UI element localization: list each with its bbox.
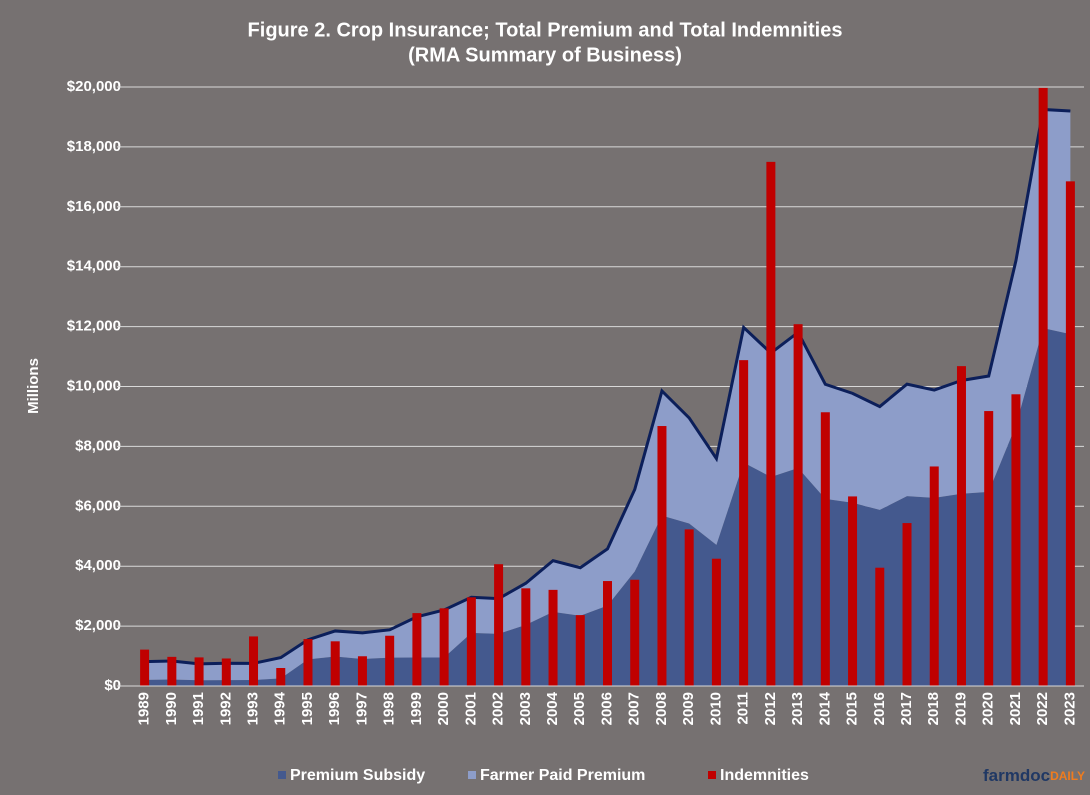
bar [1038, 87, 1048, 686]
bar [303, 639, 313, 686]
area [144, 109, 1071, 681]
x-tick-label: 2000 [435, 692, 452, 725]
bar [793, 324, 803, 686]
x-tick-label: 2001 [462, 692, 479, 725]
x-tick-label: 2011 [735, 692, 752, 725]
x-tick-label: 2008 [653, 692, 670, 725]
bar [766, 161, 776, 686]
x-tick-label: 2013 [789, 692, 806, 725]
bar [521, 588, 531, 686]
x-tick-label: 1998 [381, 692, 398, 725]
bar [249, 636, 259, 686]
y-tick-label: $0 [104, 677, 121, 694]
legend-label: Indemnities [720, 767, 809, 784]
x-tick-label: 1997 [353, 692, 370, 725]
bar [221, 658, 231, 686]
bar [929, 466, 939, 686]
x-tick-label: 2005 [571, 692, 588, 725]
y-tick-label: $4,000 [75, 557, 121, 574]
x-tick-label: 1995 [299, 692, 316, 725]
y-tick-label: $14,000 [67, 258, 121, 275]
x-tick-label: 1989 [136, 692, 153, 725]
bar [140, 649, 150, 686]
x-tick-label: 2016 [871, 692, 888, 725]
x-tick-label: 2018 [925, 692, 942, 725]
legend-label: Premium Subsidy [290, 767, 425, 784]
bar [902, 523, 912, 686]
y-tick-label: $12,000 [67, 318, 121, 335]
legend-swatch [468, 771, 476, 779]
y-tick-label: $10,000 [67, 377, 121, 394]
y-tick-label: $2,000 [75, 617, 121, 634]
x-tick-label: 1994 [272, 691, 289, 725]
bar [657, 426, 667, 686]
legend-swatch [708, 771, 716, 779]
y-tick-label: $20,000 [67, 78, 121, 95]
bar [1011, 394, 1021, 686]
x-tick-label: 1991 [190, 692, 207, 725]
bar [357, 656, 367, 686]
bar [439, 608, 449, 686]
y-tick-label: $6,000 [75, 497, 121, 514]
bar [711, 558, 721, 686]
y-axis-label: Millions [25, 358, 42, 414]
total-line [144, 107, 1071, 666]
chart-subtitle: (RMA Summary of Business) [408, 44, 682, 66]
bar [412, 613, 422, 686]
legend-swatch [278, 771, 286, 779]
bar [1065, 181, 1075, 686]
legend-label: Farmer Paid Premium [480, 767, 645, 784]
bar [385, 635, 395, 686]
x-tick-label: 1993 [244, 692, 261, 725]
bar [984, 411, 994, 686]
area [144, 328, 1071, 686]
bar [276, 668, 286, 686]
y-tick-label: $16,000 [67, 198, 121, 215]
bar [548, 589, 558, 686]
x-tick-label: 2017 [898, 692, 915, 725]
x-tick-label: 2019 [952, 692, 969, 725]
logo: farmdocDAILY [983, 766, 1085, 785]
x-tick-label: 2023 [1061, 692, 1078, 725]
y-tick-label: $18,000 [67, 138, 121, 155]
x-tick-label: 2004 [544, 691, 561, 725]
bar [575, 615, 585, 686]
x-tick-label: 2022 [1034, 692, 1051, 725]
bar [603, 581, 612, 686]
x-tick-label: 1999 [408, 692, 425, 725]
x-tick-label: 2007 [626, 692, 643, 725]
bar [630, 579, 640, 686]
y-tick-label: $8,000 [75, 437, 121, 454]
x-tick-label: 2003 [517, 692, 534, 725]
bar [330, 641, 340, 686]
x-tick-label: 2010 [707, 692, 724, 725]
x-tick-label: 2014 [816, 691, 833, 725]
logo-main: farmdoc [983, 766, 1050, 785]
x-tick-label: 2006 [598, 692, 615, 725]
x-tick-label: 1992 [217, 692, 234, 725]
bar [194, 657, 204, 686]
bar [494, 564, 504, 686]
bar [875, 567, 885, 686]
x-tick-label: 2012 [762, 692, 779, 725]
chart-title: Figure 2. Crop Insurance; Total Premium … [248, 19, 843, 41]
bar [739, 360, 749, 686]
x-tick-label: 1990 [163, 692, 180, 725]
bar [956, 366, 966, 686]
bar [684, 529, 694, 686]
logo-accent: DAILY [1050, 769, 1085, 783]
x-tick-label: 2020 [980, 692, 997, 725]
x-tick-label: 2015 [844, 692, 861, 725]
x-tick-label: 2009 [680, 692, 697, 725]
bar [848, 496, 858, 686]
bar [820, 412, 830, 686]
x-tick-label: 2021 [1007, 692, 1024, 725]
bar [466, 597, 476, 686]
bar [167, 656, 177, 686]
x-tick-label: 1996 [326, 692, 343, 725]
x-tick-label: 2002 [490, 692, 507, 725]
